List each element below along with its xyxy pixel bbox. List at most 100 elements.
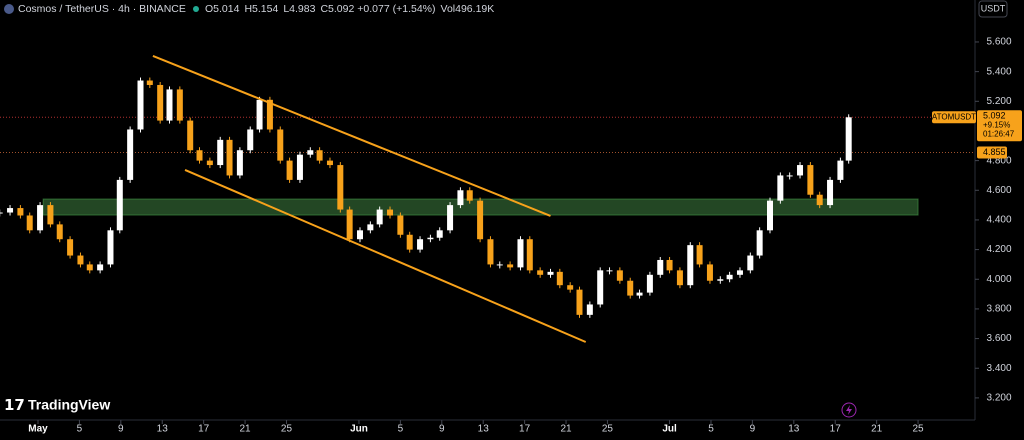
candle-body (316, 150, 323, 161)
y-tick-label: 4.400 (986, 215, 1011, 226)
candle-body (146, 80, 153, 85)
candle-body (687, 245, 694, 286)
candle-body (166, 89, 173, 121)
candle-body (567, 285, 574, 290)
x-tick-label: 13 (478, 424, 490, 435)
candle-body (247, 129, 254, 151)
candle-body (507, 264, 514, 268)
symbol-icon (4, 4, 14, 14)
price-tag-value: 5.092 (983, 111, 1006, 121)
candle-body (406, 234, 413, 250)
candle-body (107, 230, 114, 265)
x-tick-label: 5 (708, 424, 714, 435)
x-tick-label: 9 (118, 424, 124, 435)
x-tick-label: 25 (281, 424, 293, 435)
currency-label[interactable]: USDT (981, 3, 1006, 13)
symbol-title: Cosmos / TetherUS · 4h · BINANCE (18, 3, 186, 15)
price-tag (977, 146, 1007, 159)
candle-body (597, 270, 604, 305)
candle-body (97, 264, 104, 271)
candle-body (367, 224, 374, 231)
y-tick-label: 5.400 (986, 66, 1011, 77)
x-tick-label: 13 (788, 424, 800, 435)
y-tick-label: 3.200 (986, 393, 1011, 404)
y-tick-label: 4.800 (986, 155, 1011, 166)
candle-body (307, 150, 314, 155)
candle-body (797, 165, 804, 176)
candle-body (466, 190, 473, 201)
candle-body (417, 239, 424, 250)
candle-body (447, 205, 454, 231)
candle-body (286, 160, 293, 180)
candle-body (517, 239, 524, 268)
candle-body (666, 259, 673, 271)
candle-body (77, 255, 84, 265)
candle-body (376, 209, 383, 225)
candle-body (397, 215, 404, 235)
price-tag-countdown: 01:26:47 (983, 129, 1015, 138)
ohlc-value: H5.154 (244, 3, 278, 15)
candle-body (296, 154, 303, 180)
candle-body (807, 165, 814, 195)
x-tick-label: Jun (350, 424, 368, 435)
candle-body (636, 292, 643, 296)
candle-body (17, 208, 24, 216)
candle-body (86, 264, 93, 271)
ohlc-value: C5.092 (320, 3, 354, 15)
y-tick-label: 4.600 (986, 185, 1011, 196)
trendline (152, 54, 551, 217)
candle-body (0, 212, 3, 214)
candle-body (26, 215, 33, 231)
candle-body (127, 129, 134, 180)
y-tick-label: 4.200 (986, 244, 1011, 255)
price-tag (977, 110, 1022, 142)
candle-body (217, 139, 224, 166)
candle-body (827, 179, 834, 206)
y-tick-label: 5.200 (986, 96, 1011, 107)
candle-body (845, 117, 852, 161)
x-tick-label: 9 (439, 424, 445, 435)
candle-body (337, 165, 344, 210)
candle-body (256, 99, 263, 130)
candle-body (196, 150, 203, 161)
x-tick-label: 17 (830, 424, 842, 435)
lightning-bolt (846, 405, 852, 415)
ohlc-value: Vol496.19K (441, 3, 495, 15)
currency-button[interactable] (978, 0, 1008, 18)
price-axis-bg (975, 0, 1024, 440)
candle-body (436, 230, 443, 238)
candle-body (747, 255, 754, 271)
x-tick-label: Jul (662, 424, 677, 435)
x-tick-label: 9 (750, 424, 756, 435)
candle-body (206, 160, 213, 166)
x-tick-label: 13 (157, 424, 169, 435)
candle-body (116, 179, 123, 231)
candle-body (537, 270, 544, 275)
brand-logo: TradingView (28, 397, 110, 413)
x-tick-label: 21 (871, 424, 883, 435)
y-tick-label: 3.400 (986, 363, 1011, 374)
candle-body (187, 120, 194, 151)
candle-body (736, 270, 743, 275)
candle-body (7, 208, 14, 213)
candle-body (226, 139, 233, 176)
candle-body (487, 239, 494, 265)
candle-body (387, 209, 394, 216)
candle-body (496, 264, 503, 266)
candle-body (47, 205, 54, 225)
candle-body (586, 304, 593, 315)
candle-body (547, 271, 554, 275)
candle-body (346, 209, 353, 240)
candle-body (676, 270, 683, 286)
lightning-icon[interactable] (841, 402, 857, 418)
candle-body (277, 129, 284, 161)
candle-body (56, 224, 63, 240)
candle-body (606, 270, 613, 272)
trendline (184, 169, 587, 343)
x-tick-label: 21 (560, 424, 572, 435)
candle-body (356, 230, 363, 240)
y-tick-label: 3.600 (986, 333, 1011, 344)
x-tick-label: 21 (240, 424, 252, 435)
candle-body (67, 239, 74, 256)
candle-body (717, 279, 724, 281)
